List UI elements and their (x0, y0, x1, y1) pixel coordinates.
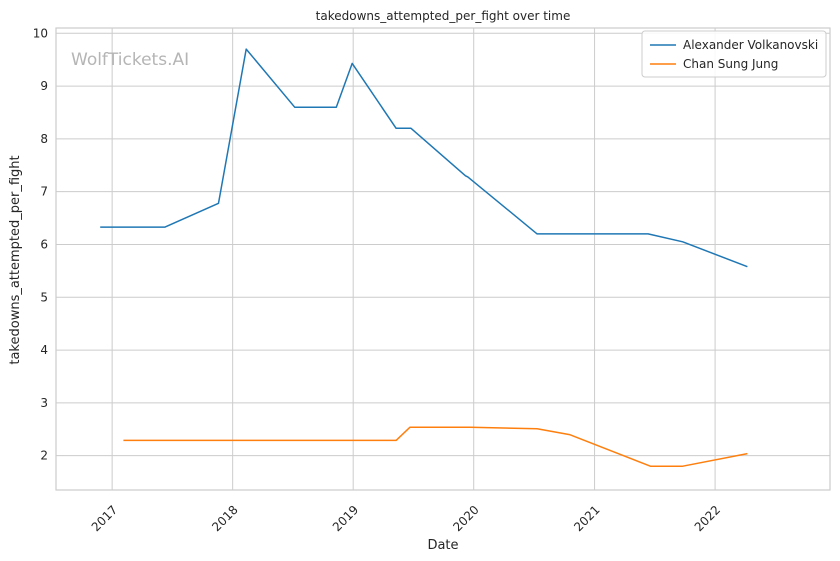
plot-frame (55, 27, 831, 491)
y-tick-label: 4 (40, 343, 48, 357)
y-axis-label: takedowns_attempted_per_fight (8, 155, 23, 364)
legend-label-chan-sung-jung: Chan Sung Jung (683, 57, 778, 71)
y-tick-label: 5 (40, 290, 48, 304)
legend-label-alexander-volkanovski: Alexander Volkanovski (683, 38, 818, 52)
series-line-chan-sung-jung (123, 426, 748, 467)
y-tick-label: 10 (33, 26, 48, 40)
x-axis-label: Date (427, 538, 458, 553)
legend-box (641, 30, 827, 78)
y-ticks: 2 3 4 5 6 7 8 9 10 (33, 26, 48, 462)
y-tick-label: 8 (40, 132, 48, 146)
legend: Alexander Volkanovski Chan Sung Jung (641, 30, 827, 78)
y-tick-label: 3 (40, 396, 48, 410)
plot-border (55, 27, 831, 491)
y-tick-label: 6 (40, 237, 48, 251)
y-tick-label: 7 (40, 185, 48, 199)
watermark: WolfTickets.AI (71, 50, 189, 70)
y-tick-label: 2 (40, 449, 48, 463)
x-tick-label: 2022 (692, 503, 723, 534)
y-tick-label: 9 (40, 79, 48, 93)
x-tick-label: 2021 (571, 503, 602, 534)
x-tick-label: 2020 (450, 503, 481, 534)
x-tick-label: 2018 (209, 503, 240, 534)
x-tick-label: 2019 (330, 503, 361, 534)
series-line-alexander-volkanovski (100, 48, 748, 268)
series-group (100, 48, 748, 467)
grid (56, 28, 830, 490)
chart-title: takedowns_attempted_per_fight over time (316, 9, 571, 23)
x-ticks: 2017 2018 2019 2020 2021 2022 (89, 503, 723, 534)
x-tick-label: 2017 (89, 503, 120, 534)
